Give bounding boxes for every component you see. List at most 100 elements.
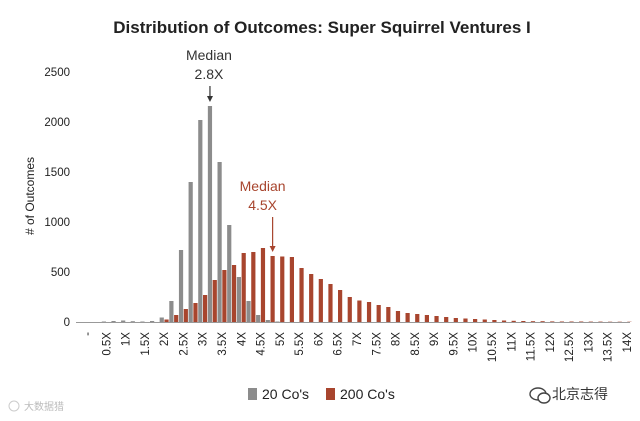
bar-20-cos — [140, 321, 145, 322]
bar-20-cos — [121, 320, 126, 322]
bar-200-cos — [328, 284, 333, 322]
x-tick-label: 4X — [236, 332, 248, 346]
bar-200-cos — [424, 315, 429, 322]
bar-200-cos — [222, 270, 227, 322]
x-tick-label: - — [82, 332, 94, 336]
y-axis: 0 500 1000 1500 2000 2500 — [44, 67, 70, 329]
bar-20-cos — [275, 321, 280, 322]
bar-200-cos — [203, 295, 208, 322]
bar-200-cos — [164, 319, 169, 322]
legend-swatch — [248, 388, 257, 400]
bar-200-cos — [511, 320, 516, 322]
bar-20-cos — [101, 321, 106, 322]
x-tick-label: 3.5X — [217, 332, 229, 356]
bar-20-cos — [227, 225, 232, 322]
bar-20-cos — [159, 317, 164, 322]
bar-200-cos — [415, 314, 420, 322]
bar-200-cos — [376, 305, 381, 322]
x-tick-label: 2X — [159, 332, 171, 346]
x-tick-label: 8.5X — [410, 332, 422, 356]
legend-label: 20 Co's — [262, 386, 309, 402]
x-tick-label: 4.5X — [256, 332, 268, 356]
bar-200-cos — [463, 318, 468, 322]
bar-200-cos — [501, 320, 507, 322]
bar-200-cos — [231, 265, 237, 322]
bar-200-cos — [482, 319, 487, 322]
bar-200-cos — [395, 311, 401, 322]
bar-20-cos — [188, 182, 193, 322]
bar-200-cos — [260, 248, 266, 322]
x-tick-label: 6X — [313, 332, 325, 346]
y-tick-label: 500 — [51, 267, 70, 279]
bar-200-cos — [251, 252, 256, 322]
legend-swatch — [326, 388, 335, 400]
watermark-left: 大数据猎 — [8, 400, 64, 413]
x-tick-label: 1X — [121, 332, 133, 346]
bar-200-cos — [347, 297, 352, 322]
median-label: Median — [240, 178, 286, 194]
median-arrow-head — [206, 96, 213, 102]
bar-20-cos — [265, 320, 270, 322]
x-axis: - 0.5X 1X 1.5X 2X 2.5X 3X 3.5X 4X 4.5X 5X 5.5X 6X 6.5… — [82, 332, 634, 362]
bar-200-cos — [559, 321, 564, 322]
bar-200-cos — [309, 274, 314, 322]
x-tick-label: 7X — [352, 332, 364, 346]
bar-200-cos — [473, 319, 478, 322]
x-tick-label: 10.5X — [487, 332, 499, 362]
bar-200-cos — [521, 321, 526, 322]
bar-200-cos — [530, 321, 536, 322]
x-tick-label: 12.5X — [564, 332, 576, 362]
bar-200-cos — [338, 290, 343, 322]
x-tick-label: 8X — [391, 332, 403, 346]
watermark-left-text: 大数据猎 — [24, 400, 64, 413]
bar-200-cos — [540, 321, 545, 322]
bar-200-cos — [405, 313, 410, 322]
x-tick-label: 14X — [622, 332, 634, 353]
bar-20-cos — [169, 301, 174, 322]
y-tick-label: 0 — [64, 317, 70, 329]
x-tick-label: 1.5X — [140, 332, 152, 356]
watermark-text: 北京志得 — [552, 386, 608, 403]
bar-20-cos — [178, 250, 184, 322]
bar-200-cos — [453, 318, 458, 322]
median-label: Median — [186, 47, 232, 63]
chart-title: Distribution of Outcomes: Super Squirrel… — [113, 18, 531, 37]
y-tick-label: 1000 — [44, 217, 70, 229]
x-tick-label: 11.5X — [526, 332, 538, 362]
x-tick-label: 5.5X — [294, 332, 306, 356]
x-tick-label: 13X — [583, 332, 595, 353]
x-tick-label: 7.5X — [371, 332, 383, 356]
bars — [101, 106, 632, 322]
bar-200-cos — [434, 316, 439, 322]
bar-200-cos — [174, 315, 179, 322]
legend: 20 Co's 200 Co's — [248, 386, 395, 402]
wechat-icon — [529, 387, 551, 404]
bar-200-cos — [492, 320, 497, 322]
bar-200-cos — [299, 268, 304, 322]
bar-20-cos — [207, 106, 213, 322]
bar-200-cos — [357, 300, 362, 322]
bar-200-cos — [550, 321, 555, 322]
x-tick-label: 2.5X — [178, 332, 190, 356]
bar-200-cos — [270, 256, 275, 322]
x-tick-label: 10X — [468, 332, 480, 353]
x-tick-label: 3X — [198, 332, 210, 346]
y-tick-label: 2000 — [44, 117, 70, 129]
bar-200-cos — [366, 302, 372, 322]
bar-200-cos — [318, 279, 323, 322]
median-value: 2.8X — [195, 66, 224, 82]
y-tick-label: 1500 — [44, 167, 70, 179]
x-tick-label: 5X — [275, 332, 287, 346]
bar-20-cos — [246, 301, 251, 322]
x-tick-label: 6.5X — [333, 332, 345, 356]
bar-20-cos — [111, 321, 116, 322]
bar-200-cos — [444, 317, 449, 322]
bar-200-cos — [569, 321, 574, 322]
bar-200-cos — [241, 253, 246, 322]
annotations: Median 2.8X Median 4.5X — [186, 47, 286, 252]
y-tick-label: 2500 — [44, 67, 70, 79]
x-tick-label: 0.5X — [101, 332, 113, 356]
bar-200-cos — [212, 280, 217, 322]
bar-20-cos — [236, 277, 241, 322]
